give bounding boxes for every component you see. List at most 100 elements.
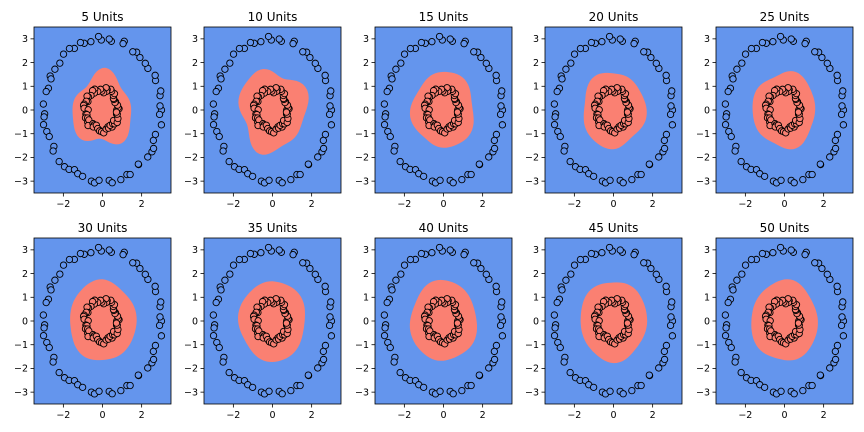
- outer-class-point: [498, 298, 506, 306]
- outer-class-point: [42, 298, 50, 307]
- y-tick-label: 2: [192, 269, 198, 280]
- outer-class-point: [209, 120, 218, 129]
- outer-class-point: [55, 157, 63, 166]
- outer-class-point: [296, 381, 304, 390]
- outer-class-point: [221, 65, 229, 73]
- y-tick-label: 2: [533, 269, 539, 280]
- outer-class-point: [550, 331, 559, 340]
- y-tick-label: 1: [363, 293, 369, 304]
- y-tick-label: 0: [704, 316, 710, 327]
- outer-class-point: [790, 179, 798, 187]
- y-tick-label: −2: [525, 153, 539, 164]
- outer-class-point: [119, 251, 127, 259]
- x-tick-label: −2: [397, 199, 411, 210]
- y-tick-label: 3: [22, 34, 28, 45]
- y-tick-label: −2: [184, 153, 198, 164]
- outer-class-point: [257, 249, 265, 257]
- outer-class-point: [406, 255, 415, 264]
- outer-class-point: [837, 110, 846, 119]
- outer-class-point: [314, 364, 322, 372]
- outer-class-point: [831, 144, 840, 153]
- y-tick-label: 2: [192, 58, 198, 69]
- outer-class-point: [380, 311, 389, 319]
- outer-class-point: [212, 298, 220, 307]
- x-tick-label: 2: [821, 410, 827, 421]
- outer-class-point: [721, 331, 730, 340]
- y-tick-label: 0: [363, 316, 369, 327]
- y-tick-label: −1: [696, 129, 710, 140]
- y-tick-label: 0: [192, 316, 198, 327]
- y-tick-label: 3: [533, 245, 539, 256]
- outer-class-point: [769, 38, 777, 46]
- outer-class-point: [799, 175, 807, 184]
- outer-class-point: [490, 355, 499, 364]
- inner-class-point: [112, 319, 121, 327]
- outer-class-point: [560, 147, 568, 155]
- outer-class-point: [149, 144, 158, 153]
- y-tick-label: 2: [533, 58, 539, 69]
- outer-class-point: [605, 243, 614, 252]
- outer-class-point: [838, 313, 846, 321]
- outer-class-point: [811, 259, 819, 267]
- outer-class-point: [87, 249, 95, 257]
- outer-class-point: [306, 53, 314, 62]
- outer-class-point: [117, 386, 125, 395]
- outer-class-point: [42, 87, 50, 96]
- outer-class-point: [839, 332, 848, 340]
- subplot-50-units: 50 Units −2 0 2 −3 −2 −1 0 1 2 3: [696, 221, 854, 421]
- outer-class-point: [326, 102, 334, 110]
- inner-decision-region: [238, 281, 305, 362]
- outer-class-point: [383, 87, 391, 96]
- outer-class-point: [721, 100, 730, 108]
- y-tick-label: 3: [192, 34, 198, 45]
- outer-class-point: [551, 113, 559, 121]
- outer-class-point: [630, 251, 638, 259]
- outer-class-point: [831, 136, 840, 145]
- outer-class-point: [589, 383, 598, 391]
- x-tick-label: 2: [480, 199, 486, 210]
- outer-class-point: [833, 282, 841, 290]
- outer-class-point: [553, 87, 561, 96]
- outer-class-point: [417, 249, 426, 258]
- outer-class-point: [126, 170, 134, 179]
- outer-class-point: [157, 121, 166, 129]
- outer-class-point: [833, 341, 842, 350]
- outer-class-point: [327, 332, 336, 340]
- outer-class-point: [811, 48, 819, 56]
- x-tick-label: −2: [567, 410, 581, 421]
- outer-class-point: [637, 170, 645, 179]
- outer-class-point: [628, 175, 636, 184]
- outer-class-point: [229, 50, 238, 58]
- outer-class-point: [460, 251, 468, 259]
- outer-class-point: [833, 130, 842, 139]
- outer-class-point: [666, 110, 675, 119]
- y-tick-label: 1: [22, 82, 28, 93]
- outer-class-point: [136, 264, 144, 273]
- outer-class-point: [660, 136, 669, 145]
- y-tick-label: 1: [704, 82, 710, 93]
- y-tick-label: 2: [704, 58, 710, 69]
- outer-class-point: [637, 381, 645, 390]
- y-tick-label: −3: [525, 387, 539, 398]
- subplot-25-units: 25 Units −2 0 2 −3 −2 −1 0 1 2 3: [696, 10, 854, 210]
- x-tick-label: −2: [567, 199, 581, 210]
- x-tick-label: 0: [610, 199, 616, 210]
- outer-class-point: [660, 347, 669, 356]
- x-tick-label: 2: [309, 410, 315, 421]
- outer-class-point: [151, 130, 160, 139]
- outer-class-point: [156, 102, 164, 110]
- outer-class-point: [51, 276, 59, 284]
- outer-class-point: [485, 364, 493, 372]
- outer-class-point: [668, 332, 677, 340]
- outer-class-point: [776, 243, 785, 252]
- y-tick-label: −1: [355, 340, 369, 351]
- inner-decision-region: [580, 282, 648, 364]
- inner-decision-region: [751, 279, 818, 361]
- y-tick-label: 3: [533, 34, 539, 45]
- outer-class-point: [498, 87, 506, 95]
- y-tick-label: −1: [184, 129, 198, 140]
- outer-class-point: [289, 251, 297, 259]
- outer-class-point: [380, 331, 389, 340]
- y-tick-label: −2: [184, 364, 198, 375]
- outer-class-point: [446, 246, 454, 254]
